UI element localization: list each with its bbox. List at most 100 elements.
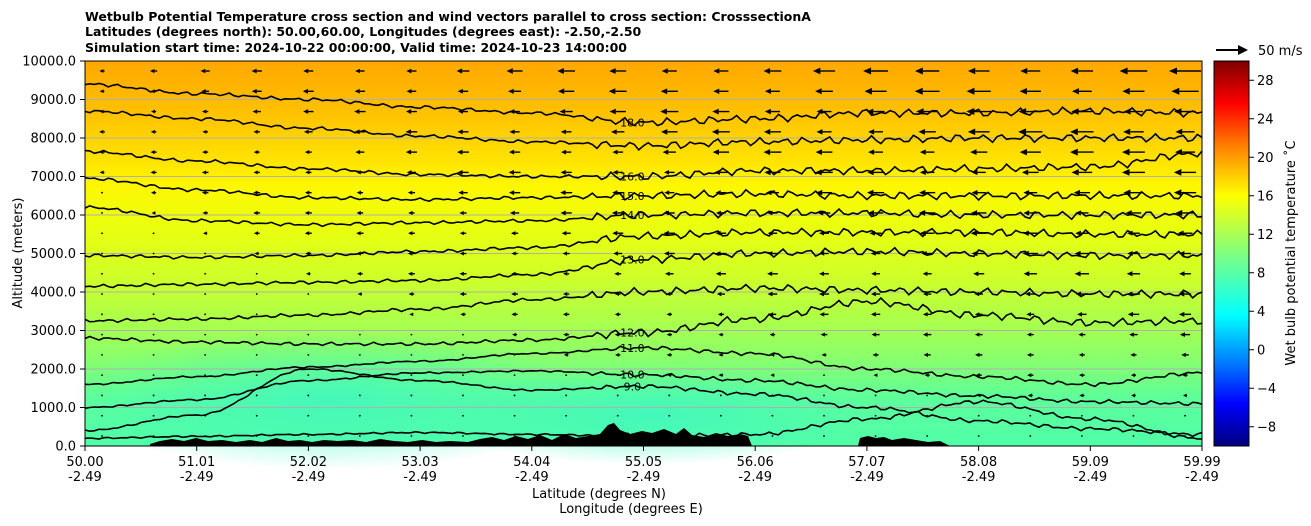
wind-vector-head [873, 373, 878, 378]
wind-vector-head [975, 352, 980, 358]
wind-vector-head [303, 109, 309, 114]
wind-vector-head [201, 170, 207, 175]
wind-vector-head [1074, 250, 1081, 257]
wind-vector-head [1078, 352, 1084, 357]
wind-vector-head [303, 129, 309, 135]
contour-label: 10.0 [620, 369, 645, 382]
wind-vector-head [354, 109, 360, 115]
wind-vector-head [770, 373, 775, 378]
wind-vector-head [867, 210, 874, 216]
wind-vector [616, 394, 619, 397]
wind-vector-head [666, 352, 671, 357]
wind-vector-head [718, 373, 723, 378]
wind-vector-head [1178, 291, 1185, 297]
x-axis-label-longitude: Longitude (degrees E) [559, 502, 703, 517]
colorbar-label: Wet bulb potential temperature ˚C [1283, 140, 1299, 365]
wind-vector-head [511, 312, 516, 317]
wind-vector [1184, 414, 1186, 417]
wind-vector-head [614, 271, 619, 276]
wind-vector [1029, 414, 1032, 417]
wind-vector [101, 313, 103, 316]
wind-vector [255, 414, 258, 417]
wind-vector-head [1078, 373, 1084, 378]
wind-vector-head [355, 68, 361, 74]
wind-vector-head [864, 87, 872, 95]
wind-vector [410, 414, 413, 417]
wind-vector-head [1173, 169, 1182, 176]
wind-vector-head [99, 129, 104, 134]
wind-vector-head [1021, 169, 1029, 176]
wind-vector-head [1071, 169, 1079, 176]
wind-vector-head [764, 169, 771, 176]
wind-vector-head [967, 67, 976, 75]
wind-vector-head [866, 108, 874, 115]
wind-vector-head [253, 129, 258, 134]
wind-vector-head [718, 332, 723, 337]
wind-vector [101, 353, 103, 356]
wind-vector [101, 293, 103, 295]
wind-vector-head [254, 251, 259, 256]
contour-line [84, 176, 1203, 203]
y-tick-label: 0.0 [55, 440, 76, 455]
wind-vector-head [871, 271, 876, 277]
x-tick-latitude: 56.06 [737, 455, 774, 470]
wind-vector [101, 394, 103, 397]
x-tick-longitude: -2.49 [627, 470, 661, 485]
wind-vector-head [609, 108, 616, 115]
wind-vector [462, 414, 464, 417]
wind-vector-head [408, 231, 413, 236]
terrain [150, 423, 950, 446]
wind-vector-head [1023, 271, 1030, 277]
contour-label: 11.0 [620, 342, 645, 355]
wind-vector [513, 374, 516, 377]
wind-vector-head [967, 128, 976, 136]
wind-vector-head [1023, 210, 1030, 216]
wind-vector-head [1171, 87, 1180, 95]
contour-label: 12.0 [620, 327, 645, 340]
y-axis-ticks: 0.0 1000.0 2000.0 3000.0 4000.0 5000.0 6000.0 7… [22, 55, 85, 455]
wind-vector-head [966, 87, 975, 95]
wind-vector-head [914, 67, 923, 75]
wind-vector [152, 272, 155, 275]
wind-vector [204, 353, 207, 356]
wind-vector-head [872, 352, 877, 357]
wind-vector [410, 374, 413, 377]
wind-vector [255, 272, 258, 275]
wind-vector-head [149, 68, 155, 74]
wind-vector-head [407, 190, 413, 195]
wind-vector [152, 313, 155, 316]
wind-vector-head [150, 170, 155, 175]
wind-vector-head [615, 352, 620, 357]
x-axis-label-latitude: Latitude (degrees N) [532, 487, 666, 502]
wind-vector-head [356, 190, 361, 195]
wind-vector [152, 252, 155, 255]
wind-vector-head [560, 129, 566, 135]
wind-vector [204, 293, 207, 295]
wind-vector-head [614, 312, 619, 317]
wind-vector-head [664, 190, 670, 196]
wind-vector-head [820, 332, 825, 337]
wind-vector-head [563, 353, 568, 357]
wind-vector [874, 394, 877, 397]
wind-vector-head [557, 68, 564, 74]
wind-vector-head [253, 170, 258, 175]
wind-vector-head [1181, 352, 1186, 358]
contour-label: 16.0 [620, 171, 645, 184]
wind-vector-head [99, 170, 104, 175]
wind-vector-head [405, 129, 411, 135]
wind-vector-head [253, 150, 258, 155]
wind-vector-head [459, 251, 465, 256]
wind-vector [771, 414, 774, 417]
wind-vector-head [560, 210, 566, 216]
wind-vector-head [863, 67, 872, 75]
x-tick-longitude: -2.49 [180, 470, 214, 485]
wind-key: 50 m/s [1216, 44, 1303, 59]
wind-vector-head [970, 230, 977, 237]
wind-vector-head [1121, 148, 1130, 156]
wind-vector [668, 414, 671, 417]
wind-vector-head [971, 189, 978, 196]
colorbar-tick-label: 24 [1257, 112, 1274, 127]
wind-vector-head [1026, 352, 1032, 357]
wind-vector-head [1027, 373, 1032, 378]
wind-vector-head [612, 149, 618, 155]
